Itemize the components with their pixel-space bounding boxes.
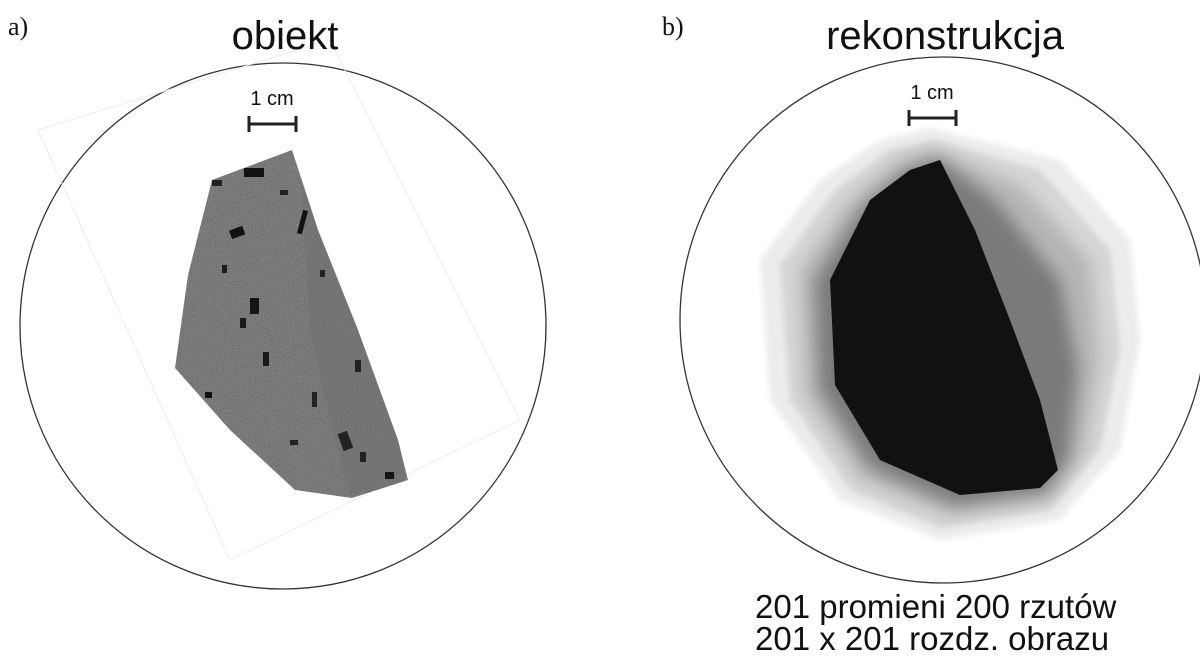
reconstruction-density — [760, 128, 1140, 540]
scale-bar-b — [907, 110, 958, 126]
reconstruction-panel — [679, 56, 1200, 584]
panel-b-title: rekonstrukcja — [826, 14, 1064, 58]
panel-a-label: a) — [8, 12, 29, 41]
scale-label-a: 1 cm — [250, 88, 294, 110]
caption-line-2: 201 x 201 rozdz. obrazu — [755, 620, 1110, 657]
panel-b-label: b) — [662, 12, 684, 41]
image-frame-outline — [37, 39, 521, 561]
scale-bar-a — [247, 116, 298, 132]
caption-line-1: 201 promieni 200 rzutów — [755, 588, 1117, 625]
panel-a-title: obiekt — [231, 14, 339, 58]
object-panel — [19, 39, 547, 590]
scale-label-b: 1 cm — [910, 82, 954, 104]
